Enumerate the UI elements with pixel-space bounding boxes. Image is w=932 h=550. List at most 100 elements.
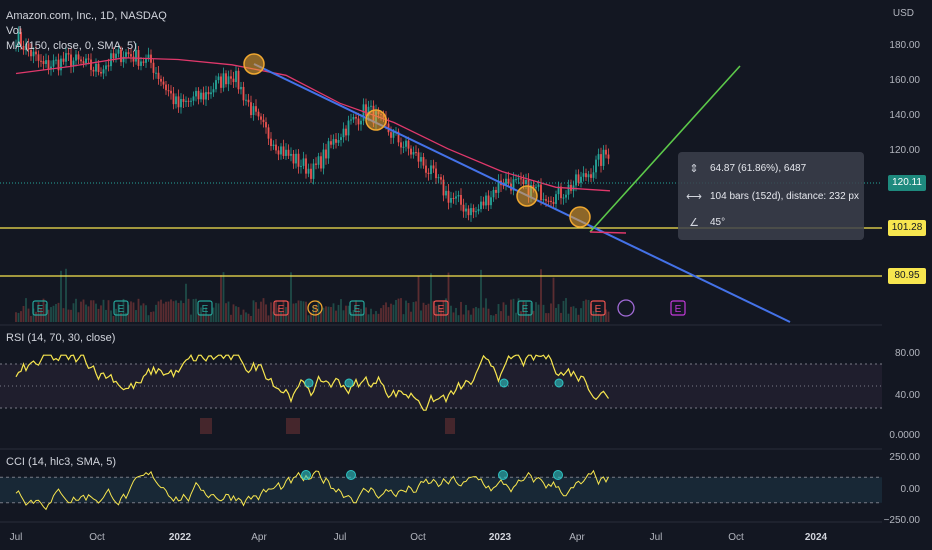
volume-bar (485, 298, 487, 322)
volume-bar (423, 303, 425, 322)
candle-body (535, 187, 537, 189)
volume-bar (373, 314, 375, 322)
candle-body (263, 120, 265, 122)
time-axis-tick: Jul (334, 532, 347, 543)
candle-body (140, 61, 142, 65)
price-range-icon: ⇕ (686, 162, 702, 175)
volume-bar (370, 309, 372, 322)
candle-body (223, 73, 225, 87)
candle-body (315, 164, 317, 165)
volume-bar (545, 313, 547, 322)
volume-bar (515, 313, 517, 322)
volume-bar (98, 309, 100, 322)
volume-bar (460, 302, 462, 322)
candle-body (338, 140, 340, 143)
candle-body (430, 165, 432, 174)
candle-body (200, 93, 202, 100)
candle-body (410, 149, 412, 155)
candle-body (218, 77, 220, 81)
candle-body (283, 146, 285, 156)
candle-body (68, 53, 70, 54)
candle-body (265, 122, 267, 127)
volume-bar (265, 304, 267, 322)
candle-body (420, 157, 422, 162)
candle-body (313, 164, 315, 179)
volume-bar (305, 302, 307, 322)
candle-body (78, 54, 80, 59)
volume-bar (385, 302, 387, 322)
volume-bar (148, 315, 150, 322)
volume-bar (185, 284, 187, 322)
candle-body (578, 174, 580, 182)
volume-bar (143, 303, 145, 322)
candle-body (173, 93, 175, 104)
candle-body (365, 104, 367, 116)
volume-bar (230, 315, 232, 322)
volume-bar (420, 310, 422, 322)
volume-bar (295, 303, 297, 322)
candle-body (470, 208, 472, 215)
rsi-legend[interactable]: RSI (14, 70, 30, close) (6, 332, 115, 344)
volume-bar (508, 316, 510, 322)
candle-body (438, 177, 440, 178)
news-marker (618, 300, 634, 316)
volume-bar (290, 272, 292, 322)
angle-icon: ∠ (686, 216, 702, 229)
volume-bar (168, 302, 170, 322)
candle-body (445, 191, 447, 196)
volume-bar (238, 307, 240, 322)
volume-legend[interactable]: Vol (6, 25, 21, 37)
split-label: S (312, 304, 319, 315)
candle-body (595, 160, 597, 173)
volume-bar (268, 315, 270, 322)
candle-body (590, 174, 592, 178)
volume-bar (298, 300, 300, 322)
volume-bar (553, 278, 555, 322)
volume-bar (220, 275, 222, 322)
volume-bar (233, 304, 235, 322)
volume-bar (160, 300, 162, 322)
ma-legend[interactable]: MA (150, close, 0, SMA, 5) (6, 40, 137, 52)
cci-legend[interactable]: CCI (14, hlc3, SMA, 5) (6, 456, 116, 468)
time-axis-tick: Jul (10, 532, 23, 543)
volume-bar (73, 303, 75, 322)
candle-body (473, 208, 475, 212)
volume-bar (218, 303, 220, 322)
candle-body (583, 173, 585, 177)
candle-body (188, 101, 190, 102)
volume-bar (328, 307, 330, 322)
volume-bar (60, 271, 62, 322)
candle-body (360, 121, 362, 125)
volume-bar (20, 311, 22, 322)
volume-bar (130, 301, 132, 322)
volume-bar (405, 301, 407, 322)
candle-body (328, 141, 330, 158)
candle-body (605, 150, 607, 155)
volume-bar (183, 303, 185, 322)
candle-body (65, 53, 67, 62)
candle-body (483, 202, 485, 206)
volume-bar (413, 302, 415, 322)
volume-bar (88, 306, 90, 322)
volume-bar (503, 302, 505, 322)
volume-bar (270, 302, 272, 322)
volume-bar (293, 304, 295, 322)
volume-bar (68, 310, 70, 322)
candle-body (288, 150, 290, 156)
candle-body (168, 90, 170, 91)
candle-body (98, 64, 100, 72)
candle-body (433, 165, 435, 168)
candle-body (243, 87, 245, 100)
volume-bar (243, 310, 245, 322)
volume-bar (570, 307, 572, 322)
candle-body (273, 145, 275, 146)
candle-body (393, 132, 395, 138)
cci-axis-tick: 0.00 (901, 484, 920, 495)
symbol-title[interactable]: Amazon.com, Inc., 1D, NASDAQ (6, 10, 167, 22)
rsi-signal-marker (500, 379, 508, 387)
candle-body (128, 52, 130, 54)
volume-bar (505, 305, 507, 322)
candle-body (175, 96, 177, 104)
candle-body (258, 112, 260, 117)
